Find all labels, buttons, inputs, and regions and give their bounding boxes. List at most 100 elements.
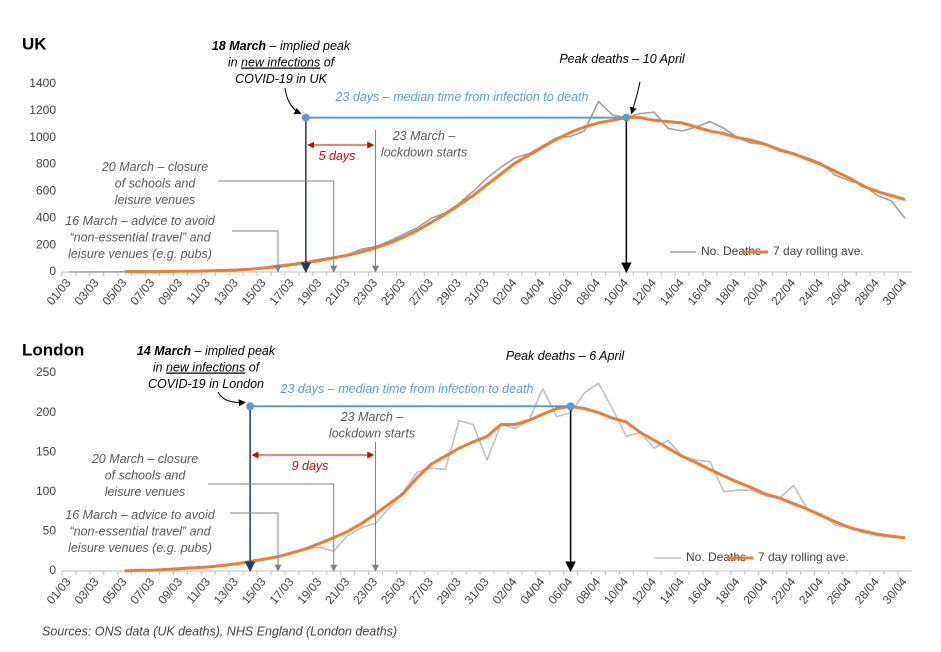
annotation: 23 days – median time from infection to … [280,382,534,396]
x-tick-label: 19/03 [294,276,324,308]
x-tick-label: 08/04 [573,276,603,308]
annotation-part: in [228,56,241,70]
annotation: “non-essential travel” and [69,525,211,539]
x-tick-label: 06/04 [545,276,575,308]
x-tick-label: 24/04 [796,575,826,607]
x-tick-label: 14/04 [657,575,687,607]
x-tick-label: 09/03 [155,575,185,607]
x-tick-label: 29/03 [434,575,464,607]
x-tick-label: 29/03 [434,276,464,308]
panel-title: UK [22,34,47,53]
y-tick-label: 200 [36,237,56,251]
x-tick-label: 28/04 [852,276,882,308]
annotation: lockdown starts [381,146,467,160]
annotation: leisure venues [115,193,196,207]
annotation-part: COVID-19 in UK [235,72,327,86]
x-tick-label: 28/04 [852,575,882,607]
x-tick-label: 07/03 [127,276,157,308]
closure-leader [208,483,338,572]
x-tick-label: 09/03 [155,276,185,308]
annotation: 5 days [319,149,356,163]
x-tick-label: 10/04 [601,575,631,607]
interval-dot [246,402,255,411]
x-tick-label: 17/03 [267,575,297,607]
x-tick-label: 26/04 [824,276,854,308]
annotation-part: 23 March – [392,129,457,143]
x-tick-label: 20/04 [740,575,770,607]
x-tick-label: 01/03 [44,276,74,308]
annotation-part: leisure venues [105,485,186,499]
annotation-part: 14 March [137,344,192,358]
annotation-part: 16 March – advice to avoid [65,508,215,522]
annotation-part: of [245,361,260,375]
annotation: 14 March – implied peak [137,344,276,358]
annotation-part: 23 days – median time from infection to … [335,90,589,104]
callout-arrow [217,391,246,407]
annotation: 20 March – closure [101,160,208,174]
legend-label: No. Deaths [701,244,761,258]
annotation: 23 days – median time from infection to … [335,90,589,104]
annotation: “non-essential travel” and [69,231,211,245]
x-tick-label: 11/03 [184,276,214,308]
annotation-part: – implied peak [266,39,351,53]
y-tick-label: 200 [36,405,56,419]
annotation-part: 16 March – advice to avoid [65,214,215,228]
x-tick-label: 12/04 [629,575,659,607]
closure-leader [218,180,338,273]
x-tick-label: 21/03 [322,575,352,607]
legend-label: 7 day rolling ave. [758,550,849,564]
y-tick-label: 1000 [29,130,56,144]
x-tick-label: 03/03 [72,276,102,308]
annotation: 18 March – implied peak [212,39,351,53]
interval-dot [301,113,310,122]
x-tick-label: 30/04 [880,575,910,607]
annotation-part: “non-essential travel” and [69,231,211,245]
x-tick-label: 26/04 [824,575,854,607]
x-tick-label: 10/04 [601,276,631,308]
annotation: COVID-19 in UK [235,72,327,86]
x-tick-label: 22/04 [768,575,798,607]
x-tick-label: 25/03 [378,276,408,308]
annotation-part: in [153,361,166,375]
x-tick-label: 12/04 [629,276,659,308]
y-tick-label: 1200 [29,103,56,117]
annotation-part: Peak deaths – 10 April [559,52,686,66]
annotation: 20 March – closure [91,452,198,466]
annotation-part: of schools and [115,177,197,191]
x-tick-label: 05/03 [99,575,129,607]
advice-leader [230,512,282,572]
annotation: 23 March – [392,129,457,143]
annotation: 23 March – [340,410,405,424]
annotation-part: leisure venues [115,193,196,207]
x-tick-label: 13/03 [211,276,241,308]
annotation: in new infections of [153,361,261,375]
source-note: Sources: ONS data (UK deaths), NHS Engla… [42,624,397,638]
y-tick-label: 50 [43,524,57,538]
annotation: Peak deaths – 6 April [506,349,626,363]
x-tick-label: 18/04 [713,276,743,308]
annotation-part: Peak deaths – 6 April [506,349,626,363]
y-tick-label: 150 [36,444,56,458]
x-tick-label: 27/03 [406,276,436,308]
y-tick-label: 800 [36,157,56,171]
series-line [124,116,906,274]
annotation-part: 5 days [319,149,356,163]
annotation-part: 18 March [212,39,267,53]
panel-title: London [22,340,84,359]
annotation-part: leisure venues (e.g. pubs) [68,247,212,261]
annotation-part: 20 March – closure [91,452,198,466]
y-tick-label: 250 [36,365,56,379]
annotation: 16 March – advice to avoid [65,508,215,522]
legend-label: No. Deaths [686,550,746,564]
annotation-part: new infections [166,361,245,375]
annotation: lockdown starts [329,427,415,441]
x-tick-label: 15/03 [239,575,269,607]
annotation-part: “non-essential travel” and [69,525,211,539]
x-tick-label: 24/04 [796,276,826,308]
x-tick-label: 27/03 [406,575,436,607]
x-tick-label: 01/03 [44,575,74,607]
annotation-part: leisure venues (e.g. pubs) [68,541,212,555]
annotation-part: lockdown starts [329,427,415,441]
y-tick-label: 0 [49,563,56,577]
